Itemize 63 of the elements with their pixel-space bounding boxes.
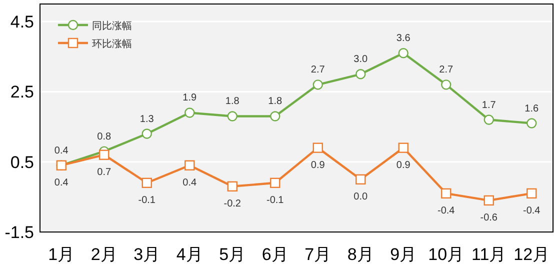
point [356,174,366,184]
point [312,80,323,90]
x-tick-label: 4月 [176,245,203,264]
legend-label: 环比涨幅 [92,38,132,50]
data-label: -0.1 [266,194,284,206]
data-label: 0.4 [54,145,69,156]
legend-label: 同比涨幅 [92,20,132,32]
x-tick-label: 2月 [90,245,118,264]
point [142,178,152,188]
point [526,118,537,128]
point [227,181,238,192]
point [99,150,110,160]
x-tick-label: 5月 [219,245,246,264]
x-tick-label: 3月 [134,245,160,264]
point [270,178,280,188]
data-label: 0.7 [97,166,112,178]
x-tick-label: 10月 [428,245,464,264]
point [270,111,280,122]
data-label: 1.9 [182,92,198,104]
point [484,195,494,206]
data-label: 0.4 [182,177,198,188]
point [484,114,494,125]
data-label: 2.7 [439,64,454,76]
data-label: 1.8 [268,96,283,108]
point [142,128,152,139]
data-label: 0.9 [396,160,411,171]
y-tick-label: 4.5 [10,12,34,32]
data-label: 0.8 [97,131,112,142]
point [312,142,323,153]
data-label: -0.6 [480,212,498,224]
data-label: -0.2 [224,198,242,210]
data-label: -0.4 [523,205,541,216]
y-tick-label: 2.5 [10,82,34,102]
point [184,160,195,170]
x-tick-label: 6月 [262,245,288,264]
data-label: 0.0 [354,191,368,202]
x-tick-label: 11月 [472,245,506,264]
data-label: 3.0 [354,54,368,66]
y-tick-label: 0.5 [10,152,34,172]
point [526,188,537,199]
data-label: 1.3 [140,114,154,125]
point [398,48,408,58]
point [441,188,452,199]
data-label: -0.4 [438,205,456,216]
y-tick-label: -1.5 [4,223,34,242]
point [356,69,366,80]
data-label: 2.7 [310,64,326,76]
data-label: 1.7 [482,100,496,111]
data-label: 1.8 [225,96,240,108]
x-tick-label: 7月 [304,245,332,264]
data-label: 0.9 [310,160,326,171]
data-label: -0.1 [138,194,156,206]
x-tick-label: 1月 [48,245,75,264]
x-tick-label: 9月 [390,245,417,264]
point [227,111,238,122]
data-label: 1.6 [524,103,540,114]
point [398,142,408,153]
data-label: 3.6 [396,33,411,44]
point [441,80,452,90]
x-tick-label: 12月 [514,245,550,264]
point [184,108,195,118]
x-tick-label: 8月 [347,245,374,264]
data-label: 0.4 [54,177,69,188]
